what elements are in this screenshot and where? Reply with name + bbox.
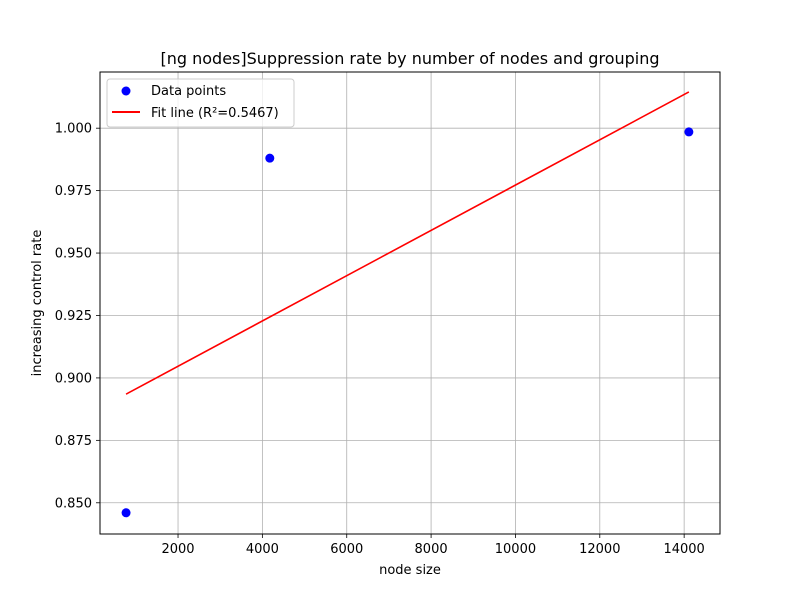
- x-axis-title: node size: [379, 563, 441, 578]
- x-tick-label: 8000: [415, 542, 448, 557]
- x-tick-label: 14000: [663, 542, 704, 557]
- x-tick-label: 4000: [246, 542, 279, 557]
- legend-label-fit-line: Fit line (R²=0.5467): [151, 106, 279, 121]
- data-point: [684, 127, 694, 137]
- x-tick-label: 10000: [495, 542, 536, 557]
- series-layer: [121, 91, 694, 518]
- chart-title: [ng nodes]Suppression rate by number of …: [160, 49, 659, 68]
- x-tick-label: 6000: [330, 542, 363, 557]
- x-tick-label: 2000: [161, 542, 194, 557]
- ticks: 2000 4000 6000 8000 10000 12000 14000 0.850 0.87…: [55, 122, 705, 557]
- legend: Data points Fit line (R²=0.5467): [106, 78, 295, 128]
- y-axis-title: increasing control rate: [30, 230, 45, 377]
- data-point: [121, 508, 131, 518]
- y-tick-label: 1.000: [55, 122, 92, 137]
- grid: [100, 72, 720, 534]
- x-tick-label: 12000: [579, 542, 620, 557]
- y-tick-label: 0.900: [55, 371, 92, 386]
- y-tick-label: 0.925: [55, 309, 92, 324]
- plot-frame: [99, 71, 721, 535]
- y-tick-label: 0.875: [55, 434, 92, 449]
- legend-marker-data-points: [121, 86, 131, 96]
- y-tick-label: 0.975: [55, 184, 92, 199]
- legend-box: [106, 78, 295, 128]
- y-tick-label: 0.950: [55, 247, 92, 262]
- legend-label-data-points: Data points: [151, 84, 226, 99]
- y-tick-label: 0.850: [55, 496, 92, 511]
- data-point: [265, 153, 275, 163]
- fit-line: [125, 91, 690, 395]
